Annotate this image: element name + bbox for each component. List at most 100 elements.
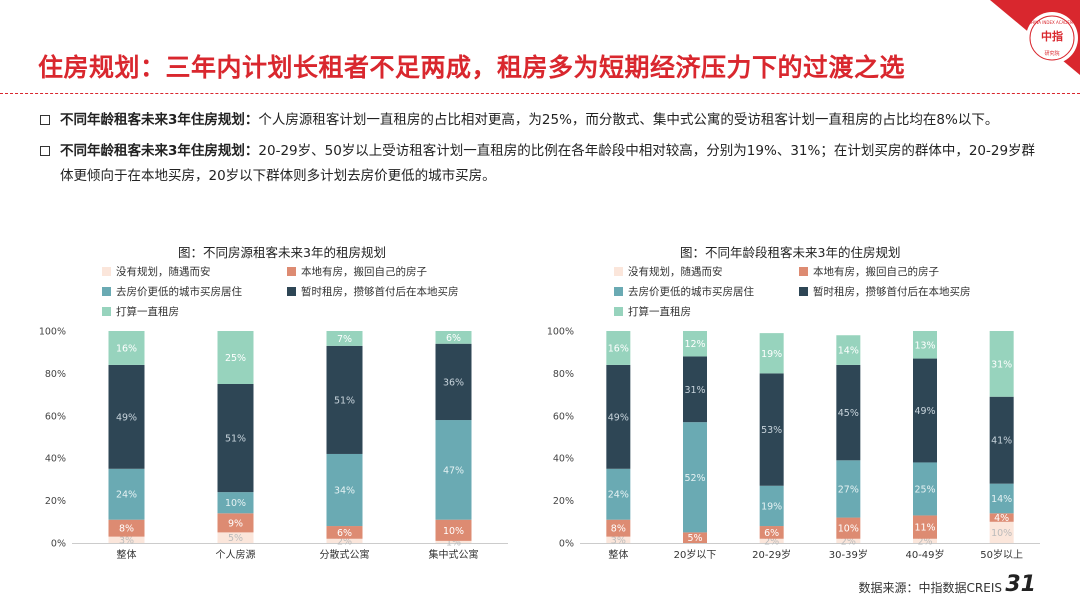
bar-segment (326, 538, 363, 543)
y-tick-label: 40% (45, 454, 66, 465)
y-tick-label: 0% (559, 539, 574, 550)
bar-segment (435, 420, 472, 520)
legend-item: 本地有房，搬回自己的房子 (799, 264, 939, 279)
data-label: 19% (761, 501, 782, 512)
x-tick-label: 50岁以上 (980, 548, 1023, 561)
bar-segment (759, 485, 784, 527)
legend-label: 暂时租房，攒够首付后在本地买房 (813, 286, 971, 298)
data-label: 3% (611, 535, 626, 546)
data-label: 51% (334, 395, 355, 406)
data-label: 6% (446, 333, 461, 344)
legend-label: 本地有房，搬回自己的房子 (813, 266, 939, 278)
bar-segment (836, 538, 861, 543)
page-title: 住房规划：三年内计划长租者不足两成，租房多为短期经济压力下的过渡之选 (38, 53, 906, 82)
bar-segment (759, 373, 784, 486)
bar-segment (108, 519, 145, 537)
data-label: 6% (337, 528, 352, 539)
legend-item: 去房价更低的城市买房居住 (102, 284, 242, 299)
y-tick-label: 0% (51, 539, 66, 550)
data-label: 51% (225, 434, 246, 445)
legend-label: 打算一直租房 (116, 306, 179, 318)
bullet-lead: 不同年龄租客未来3年住房规划： (60, 112, 259, 128)
bar-segment (913, 538, 937, 543)
bar-segment (683, 422, 707, 533)
data-label: 49% (608, 412, 629, 423)
legend-label: 暂时租房，攒够首付后在本地买房 (301, 286, 459, 298)
y-tick-label: 60% (553, 411, 574, 422)
data-label: 45% (838, 408, 859, 419)
y-tick-label: 20% (45, 496, 66, 507)
bar-segment (217, 384, 254, 493)
data-label: 10% (443, 526, 464, 537)
bar-segment (683, 356, 707, 423)
x-tick-label: 20-29岁 (752, 548, 791, 561)
logo-inner-ring (1029, 15, 1075, 61)
data-label: 10% (991, 528, 1012, 539)
x-tick-label: 个人房源 (216, 548, 256, 561)
bar-segment (913, 331, 937, 359)
legend-swatch (799, 287, 808, 296)
data-label: 5% (687, 533, 702, 544)
bar-segment (217, 331, 254, 384)
bullet-square-icon (40, 115, 50, 125)
data-label: 49% (116, 412, 137, 423)
data-label: 27% (838, 484, 859, 495)
legend-item: 没有规划，随遇而安 (614, 264, 723, 279)
data-label: 47% (443, 465, 464, 476)
bar-segment (989, 331, 1014, 397)
title-divider (0, 93, 1080, 94)
bar-segment (989, 513, 1014, 522)
bullet-item: 不同年龄租客未来3年住房规划：个人房源租客计划一直租房的占比相对更高，为25%，… (38, 108, 1048, 133)
bar-segment (435, 331, 472, 344)
data-label: 6% (764, 528, 779, 539)
bar-segment (606, 331, 631, 365)
bar-segment (989, 396, 1014, 484)
legend-label: 打算一直租房 (628, 306, 691, 318)
legend-label: 没有规划，随遇而安 (628, 266, 723, 278)
legend-swatch (287, 287, 296, 296)
data-label: 8% (119, 524, 134, 535)
legend-item: 去房价更低的城市买房居住 (614, 284, 754, 299)
bar-segment (326, 345, 363, 454)
bar-segment (606, 519, 631, 537)
x-tick-label: 20岁以下 (674, 548, 717, 561)
bullet-square-icon (40, 146, 50, 156)
bar-segment (836, 460, 861, 518)
x-tick-label: 整体 (117, 548, 137, 561)
bar-segment (108, 468, 145, 520)
data-label: 34% (334, 486, 355, 497)
legend-swatch (287, 267, 296, 276)
bar-segment (435, 343, 472, 421)
legend-item: 本地有房，搬回自己的房子 (287, 264, 427, 279)
y-tick-label: 60% (45, 411, 66, 422)
x-tick-label: 整体 (608, 548, 628, 561)
data-label: 53% (761, 425, 782, 436)
bar-segment (435, 519, 472, 541)
data-label: 11% (914, 523, 935, 534)
data-label: 13% (914, 340, 935, 351)
data-label: 10% (225, 498, 246, 509)
x-tick-label: 30-39岁 (829, 548, 868, 561)
legend-label: 去房价更低的城市买房居住 (116, 286, 242, 298)
bar-segment (913, 462, 937, 516)
data-label: 14% (838, 346, 859, 357)
legend-item: 打算一直租房 (102, 304, 179, 319)
bar-segment (217, 532, 254, 543)
x-tick-label: 集中式公寓 (429, 548, 479, 561)
legend-swatch (614, 267, 623, 276)
legend-swatch (799, 267, 808, 276)
y-tick-label: 100% (39, 327, 66, 338)
page-number: 31 (1005, 572, 1036, 597)
data-label: 5% (228, 533, 243, 544)
bullet-text: 20-29岁、50岁以上受访租客计划一直租房的比例在各年龄段中相对较高，分别为1… (60, 143, 1036, 184)
legend-swatch (102, 287, 111, 296)
bar-segment (326, 453, 363, 527)
bar-segment (683, 331, 707, 357)
bar-segment (836, 517, 861, 539)
bar-segment (606, 468, 631, 520)
data-source: 数据来源：中指数据CREIS (858, 581, 1002, 595)
data-label: 14% (991, 494, 1012, 505)
data-label: 36% (443, 377, 464, 388)
legend-swatch (614, 287, 623, 296)
chart-title-age-group: 图：不同年龄段租客未来3年的住房规划 (680, 245, 901, 260)
